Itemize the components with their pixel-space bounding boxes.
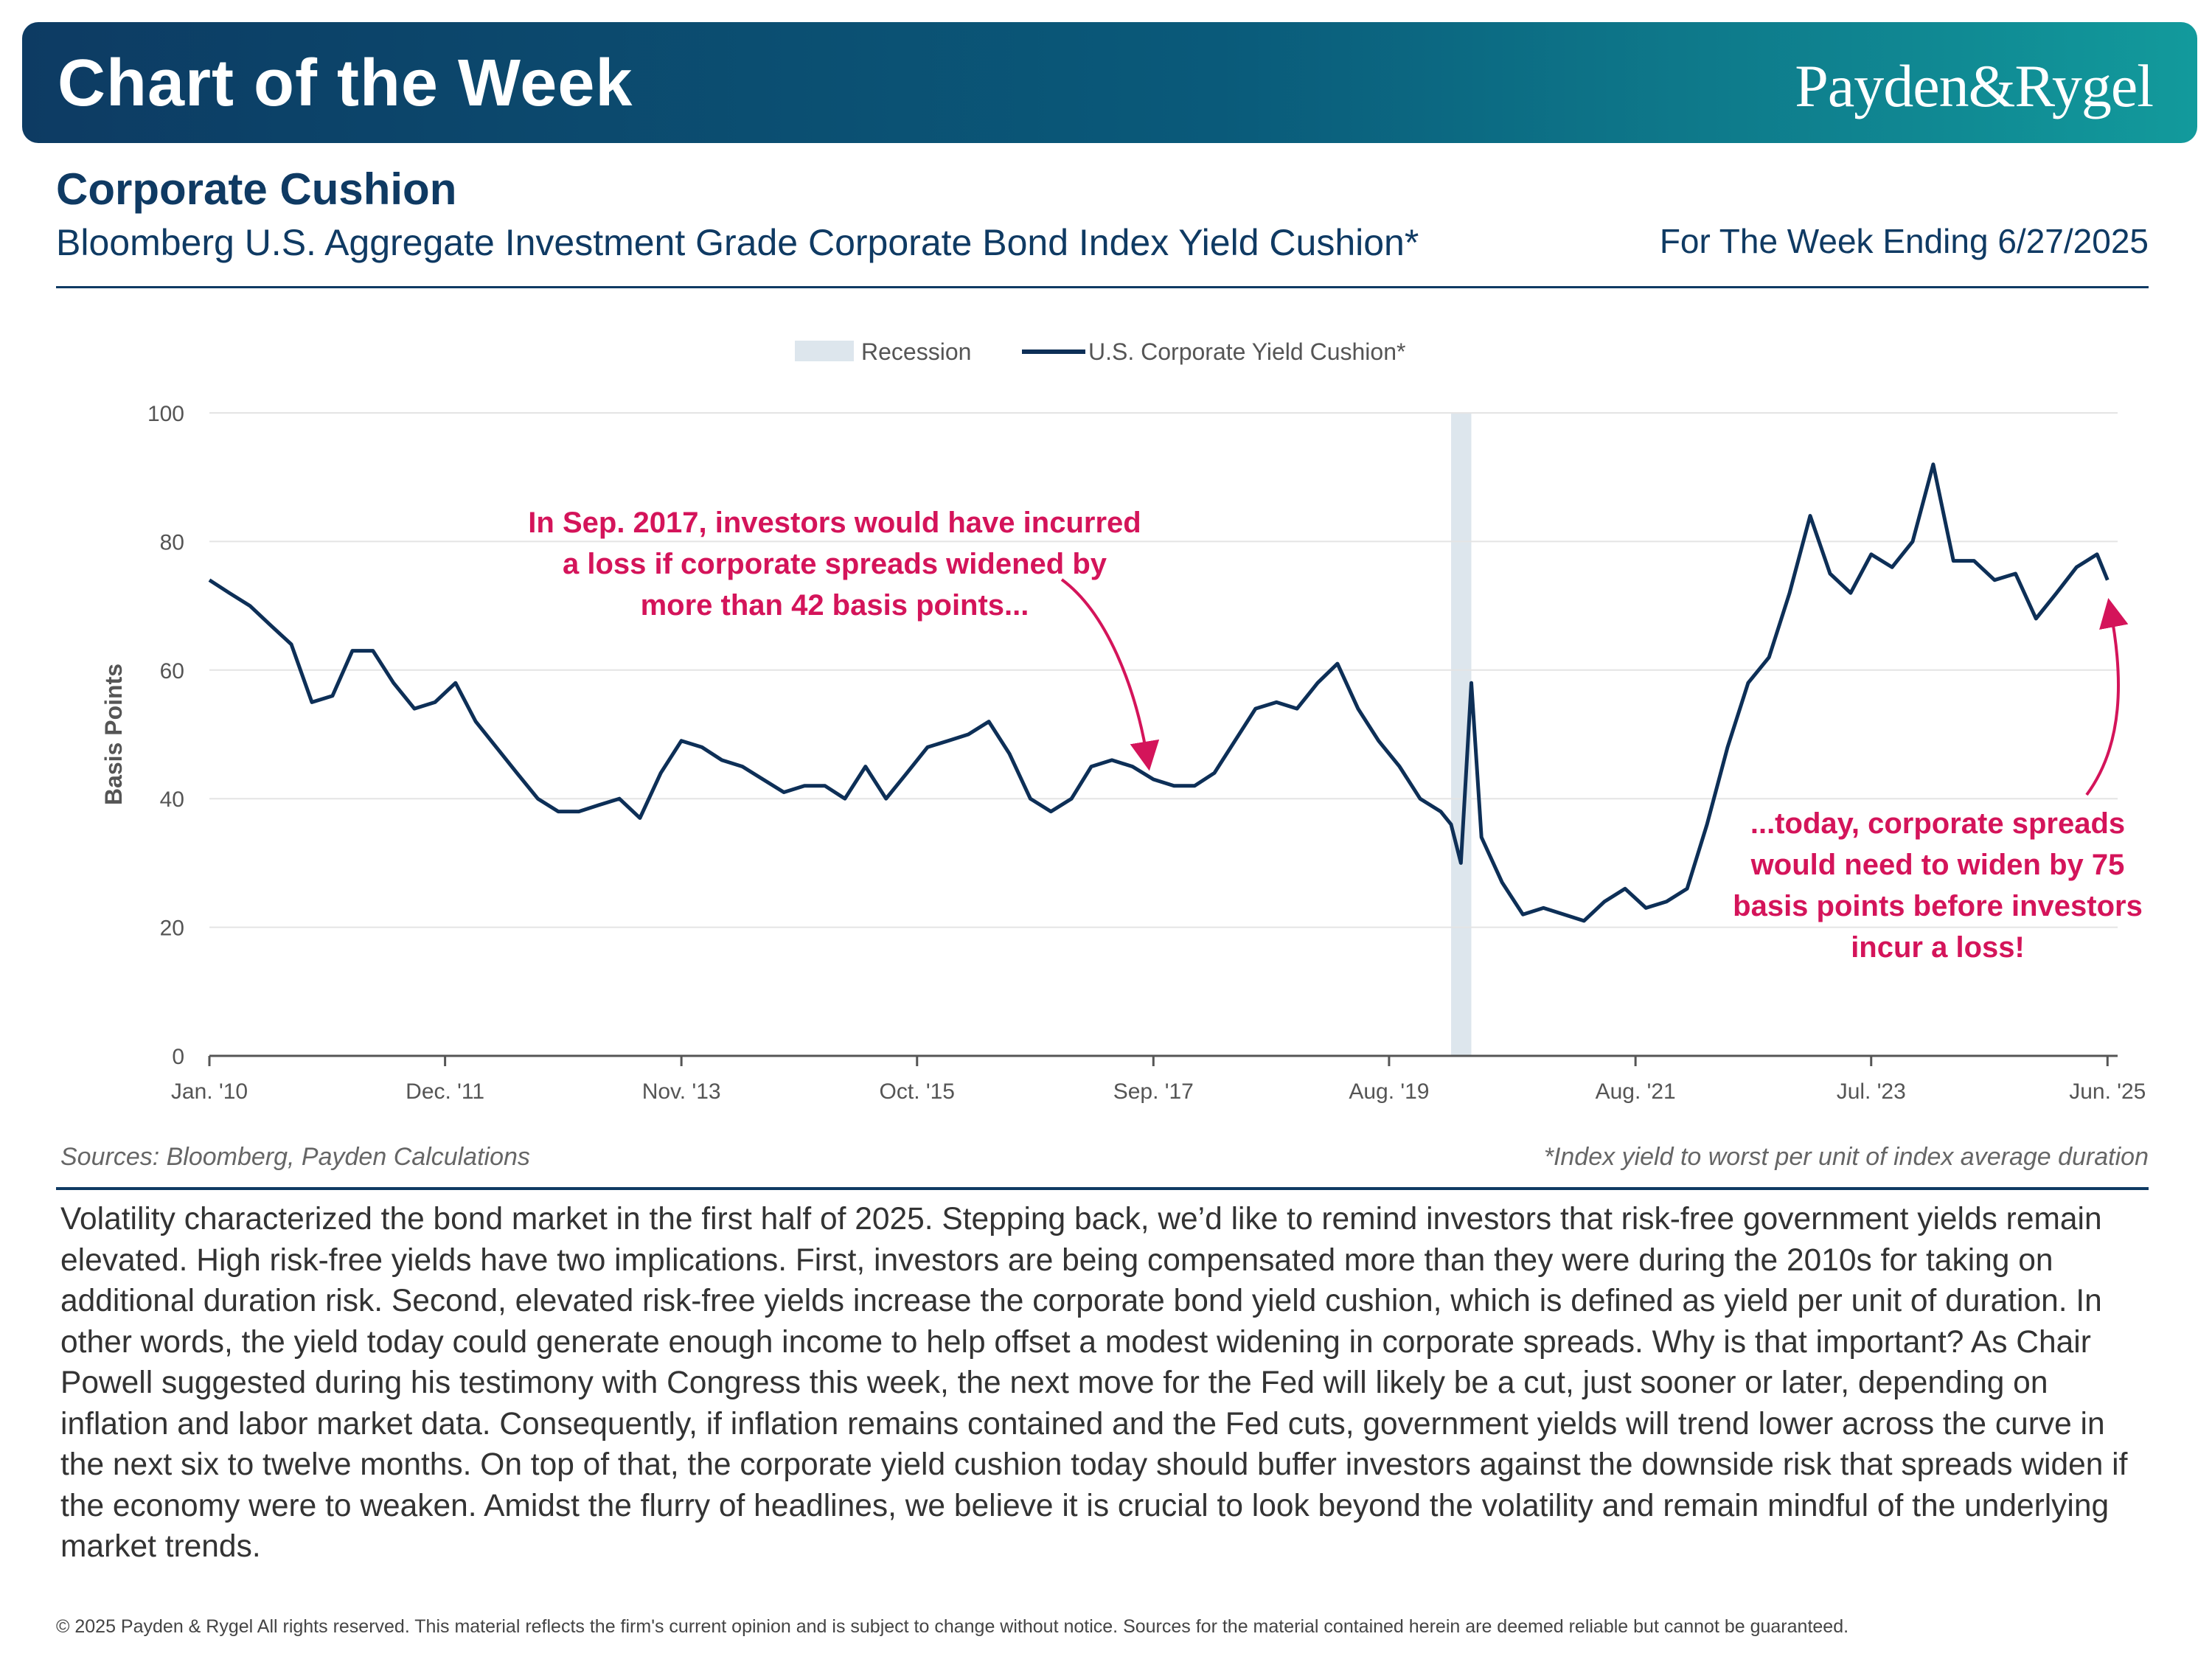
annotation-right-line: basis points before investors xyxy=(1733,890,2143,922)
legend-recession-label: Recession xyxy=(861,338,971,365)
annotation-left-line: a loss if corporate spreads widened by xyxy=(563,548,1107,580)
annotation-left-arrow xyxy=(1060,578,1160,771)
y-tick-label: 100 xyxy=(147,402,184,426)
x-tick-label: Aug. '19 xyxy=(1349,1079,1429,1104)
annotation-right-line: incur a loss! xyxy=(1851,931,2025,964)
y-tick-label: 20 xyxy=(160,917,184,941)
chart-subtitle: Bloomberg U.S. Aggregate Investment Grad… xyxy=(56,222,1419,263)
y-tick-label: 0 xyxy=(172,1045,184,1069)
x-tick-label: Jun. '25 xyxy=(2069,1079,2146,1104)
chart-subject: Corporate Cushion xyxy=(56,164,457,214)
week-ending: For The Week Ending 6/27/2025 xyxy=(1659,222,2149,260)
annotation-left-line: more than 42 basis points... xyxy=(641,589,1029,622)
series-line-yield-cushion xyxy=(208,462,2110,923)
annotation-right-line: ...today, corporate spreads xyxy=(1750,807,2125,840)
commentary-paragraph: Volatility characterized the bond market… xyxy=(60,1202,2128,1564)
header-divider xyxy=(56,286,2149,288)
y-axis-title: Basis Points xyxy=(100,664,127,805)
annotation-right-line: would need to widen by 75 xyxy=(1750,849,2125,881)
x-tick-label: Oct. '15 xyxy=(880,1079,955,1104)
x-tick-label: Nov. '13 xyxy=(642,1079,721,1104)
x-tick-label: Jan. '10 xyxy=(171,1079,248,1104)
chart-divider xyxy=(56,1187,2149,1190)
y-tick-label: 80 xyxy=(160,530,184,554)
annotation-right-arrow xyxy=(2085,598,2129,796)
y-tick-label: 40 xyxy=(160,787,184,812)
yield-cushion-chart: 0 20 40 60 80 100 Jan. '10 Dec. '11 Nov. '13 Oct.… xyxy=(100,338,2146,1104)
company-logo: Payden&Rygel xyxy=(1795,52,2154,119)
x-tick-label: Dec. '11 xyxy=(406,1079,484,1104)
copyright-notice: © 2025 Payden & Rygel All rights reserve… xyxy=(56,1616,1849,1637)
footnote: *Index yield to worst per unit of index … xyxy=(1543,1143,2149,1171)
x-tick-label: Aug. '21 xyxy=(1596,1079,1676,1104)
sources-note: Sources: Bloomberg, Payden Calculations xyxy=(60,1143,530,1171)
banner-title: Chart of the Week xyxy=(58,46,633,120)
x-tick-label: Sep. '17 xyxy=(1113,1079,1194,1104)
annotation-left-line: In Sep. 2017, investors would have incur… xyxy=(528,507,1141,539)
header-banner: Chart of the Week Payden&Rygel xyxy=(22,22,2197,143)
x-tick-label: Jul. '23 xyxy=(1837,1079,1906,1104)
legend-recession-swatch xyxy=(795,341,854,361)
legend-series-label: U.S. Corporate Yield Cushion* xyxy=(1088,338,1405,365)
y-tick-label: 60 xyxy=(160,659,184,684)
